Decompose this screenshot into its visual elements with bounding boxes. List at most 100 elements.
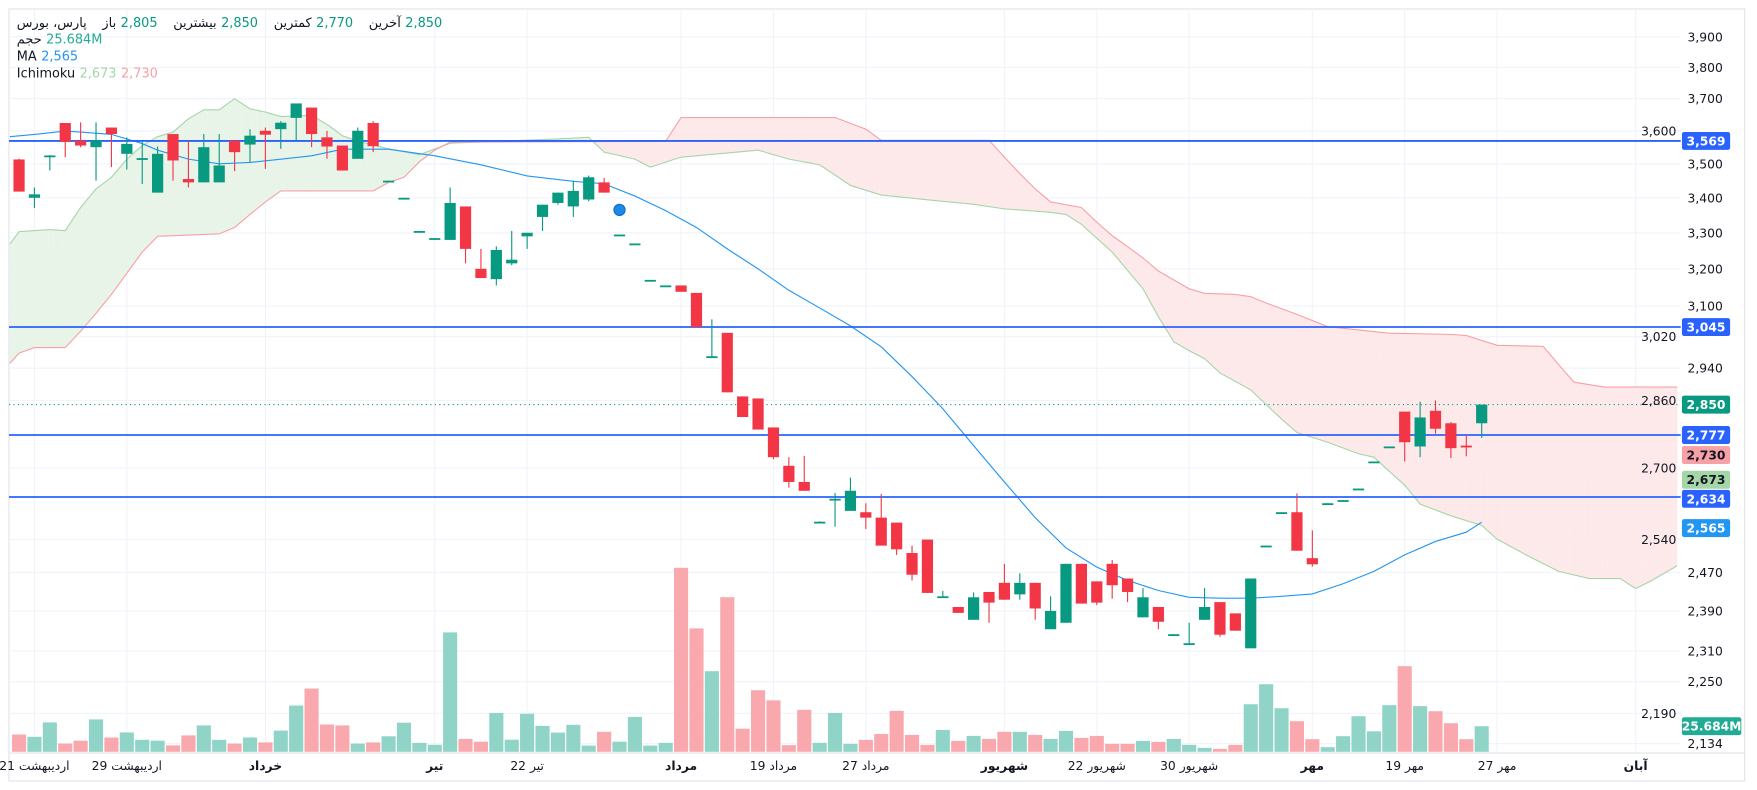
- cloud-segment: [1176, 281, 1181, 346]
- cloud-segment: [860, 127, 865, 190]
- cloud-segment: [852, 124, 857, 188]
- candle-body: [28, 194, 41, 198]
- volume-bar: [366, 742, 381, 752]
- cloud-segment: [1614, 387, 1620, 579]
- cloud-segment: [1676, 387, 1678, 567]
- cloud-segment: [379, 146, 384, 188]
- cloud-segment: [945, 140, 950, 202]
- cloud-segment: [1141, 256, 1146, 293]
- cloud-segment: [1622, 387, 1627, 583]
- cloud-segment: [914, 140, 919, 199]
- cloud-segment: [1079, 207, 1085, 227]
- candle: [1137, 588, 1149, 618]
- volume-bar: [1166, 738, 1181, 752]
- candle: [136, 141, 148, 185]
- cloud-segment: [671, 125, 677, 161]
- candle-body: [1306, 558, 1318, 565]
- cloud-segment: [1641, 387, 1646, 586]
- cloud-segment: [1587, 384, 1593, 579]
- time-axis-label: 19 مرداد: [750, 759, 797, 774]
- cloud-segment: [1191, 289, 1196, 354]
- volume-bar: [1474, 726, 1489, 752]
- cloud-segment: [1326, 326, 1331, 444]
- time-axis-label: تیر: [425, 759, 443, 773]
- cloud-segment: [641, 141, 646, 165]
- cloud-segment: [644, 141, 650, 167]
- cloud-segment: [1360, 330, 1366, 456]
- cloud-segment: [837, 118, 842, 180]
- cloud-segment: [764, 117, 769, 154]
- cloud-segment: [1045, 197, 1050, 213]
- volume-bar: [735, 728, 750, 752]
- candle: [721, 332, 733, 393]
- cloud-segment: [999, 151, 1004, 209]
- time-axis-label: 27 مرداد: [842, 759, 889, 774]
- candle-body: [1414, 417, 1426, 447]
- volume-bar: [489, 712, 504, 752]
- cloud-segment: [1006, 159, 1011, 210]
- cloud-segment: [948, 140, 954, 203]
- cloud-segment: [1333, 327, 1339, 446]
- cloud-segment: [960, 140, 965, 204]
- cloud-segment: [29, 230, 34, 350]
- cloud-segment: [883, 140, 888, 196]
- cloud-segment: [660, 141, 665, 164]
- candle-body: [1260, 545, 1272, 548]
- cloud-segment: [1564, 371, 1570, 574]
- cloud-segment: [63, 227, 68, 348]
- candle: [75, 122, 87, 148]
- cloud-segment: [36, 230, 41, 348]
- cloud-segment: [1033, 187, 1038, 212]
- cloud-segment: [194, 112, 199, 235]
- cloud-segment: [329, 126, 334, 191]
- cloud-segment: [648, 141, 653, 167]
- cloud-segment: [1522, 345, 1527, 556]
- cloud-segment: [94, 187, 99, 316]
- cloud-segment: [771, 117, 777, 156]
- volume-bar: [597, 731, 612, 752]
- cloud-segment: [1114, 237, 1119, 260]
- volume-bar: [704, 671, 719, 752]
- volume-bar: [904, 734, 920, 752]
- candle-body: [983, 591, 995, 603]
- candle: [644, 279, 656, 282]
- candle-body: [660, 285, 672, 288]
- symbol-name[interactable]: پارس، بورس: [16, 14, 87, 31]
- cloud-segment: [795, 117, 800, 161]
- time-axis-label: 27 مهر: [1478, 759, 1517, 774]
- candle-body: [167, 134, 179, 161]
- candle-body: [259, 130, 271, 135]
- cloud-segment: [1291, 312, 1296, 432]
- candle-body: [1291, 512, 1303, 551]
- candle: [1275, 512, 1288, 515]
- volume-bar: [335, 725, 350, 752]
- cloud-segment: [1010, 163, 1015, 210]
- legend-ma-row[interactable]: MA 2,565: [17, 48, 442, 65]
- volume-bar: [443, 632, 458, 752]
- cloud-segment: [1349, 328, 1354, 452]
- candle-body: [1075, 563, 1087, 604]
- cloud-segment: [1056, 203, 1061, 214]
- candle: [690, 292, 703, 328]
- candle-body: [1399, 411, 1411, 443]
- cloud-segment: [1260, 300, 1265, 404]
- candle-body: [1137, 597, 1149, 618]
- cloud-segment: [267, 112, 272, 201]
- cloud-segment: [1391, 333, 1396, 477]
- time-axis-label: آبان: [1624, 758, 1649, 773]
- candle: [305, 107, 318, 148]
- volume-bar: [27, 736, 42, 752]
- legend-volume-row[interactable]: حجم 25.684M: [17, 31, 442, 48]
- volume-bar: [1120, 743, 1135, 752]
- legend-ichimoku-row[interactable]: Ichimoku 2,673 2,730: [17, 65, 442, 82]
- candle-body: [213, 165, 225, 183]
- cloud-segment: [1399, 333, 1404, 484]
- cloud-segment: [791, 117, 796, 161]
- candle: [552, 192, 564, 205]
- candle: [475, 248, 487, 279]
- cloud-segment: [1279, 308, 1285, 422]
- volume-bar: [581, 745, 596, 752]
- cloud-segment: [1356, 329, 1362, 455]
- cloud-segment: [1526, 346, 1531, 558]
